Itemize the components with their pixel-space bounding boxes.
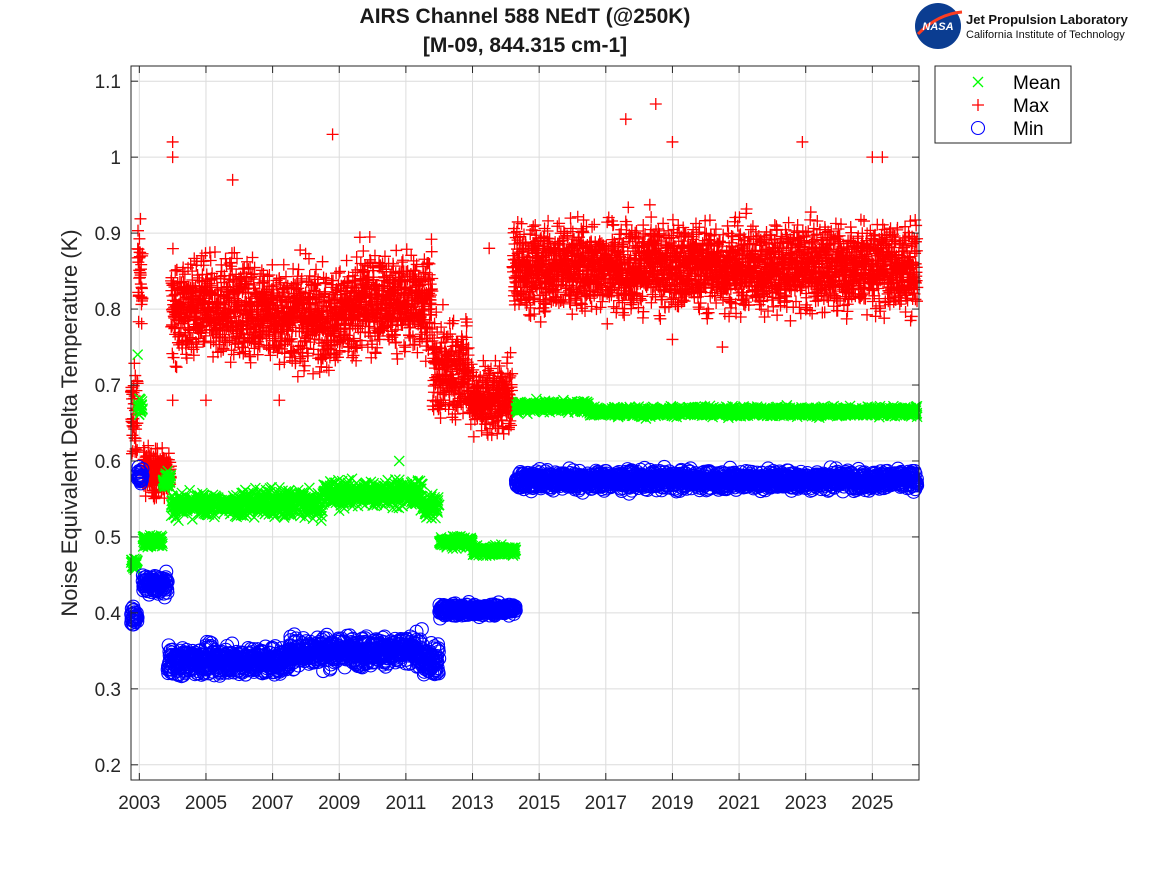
point-max	[310, 263, 323, 276]
point-max	[577, 213, 590, 226]
point-max	[187, 349, 200, 362]
point-max	[425, 233, 438, 246]
point-max	[746, 220, 759, 233]
point-max	[224, 356, 237, 369]
jpl-title: Jet Propulsion Laboratory	[966, 12, 1129, 27]
point-max	[135, 317, 148, 330]
point-max	[459, 313, 472, 326]
point-max	[128, 357, 141, 370]
point-max	[135, 258, 148, 271]
point-max	[801, 301, 814, 314]
point-max	[132, 224, 144, 237]
point-max	[133, 264, 146, 277]
point-max	[758, 310, 771, 323]
point-max	[782, 216, 795, 229]
chart-title: AIRS Channel 588 NEdT (@250K)	[360, 5, 691, 28]
point-max	[142, 439, 155, 452]
point-max	[136, 292, 149, 305]
point-max	[131, 444, 144, 457]
point-max	[446, 317, 459, 330]
point-max	[791, 219, 804, 232]
point-max	[291, 370, 304, 383]
series-max	[125, 97, 924, 505]
point-max	[357, 244, 370, 257]
point-max	[390, 244, 403, 257]
point-max	[228, 246, 241, 259]
point-max	[840, 312, 853, 325]
point-max	[170, 361, 183, 374]
point-max	[316, 255, 329, 268]
grid	[131, 66, 919, 780]
point-max	[396, 254, 409, 267]
point-max	[571, 210, 584, 223]
point-max	[266, 258, 279, 271]
point-max	[131, 377, 144, 390]
point-max	[601, 317, 614, 330]
jpl-subtitle: California Institute of Technology	[966, 29, 1125, 41]
point-max	[588, 218, 601, 231]
point-max	[434, 412, 447, 425]
point-max	[645, 211, 658, 224]
point-max	[784, 314, 797, 327]
point-max	[292, 263, 305, 276]
point-max	[622, 201, 635, 214]
point-max	[818, 306, 831, 319]
point-max	[134, 246, 147, 259]
point-max	[298, 364, 311, 377]
nasa-swoosh-icon	[916, 10, 963, 36]
point-max	[133, 232, 146, 245]
point-max	[130, 423, 143, 436]
point-max	[449, 413, 462, 426]
jpl-logo: NASA Jet Propulsion Laboratory Californi…	[915, 3, 1129, 49]
point-max	[134, 212, 147, 225]
point-max	[467, 430, 480, 443]
point-max	[131, 417, 144, 430]
point-max	[251, 348, 264, 361]
point-max	[388, 328, 401, 341]
point-max	[539, 305, 552, 318]
point-max	[129, 442, 142, 455]
point-max	[523, 308, 536, 321]
nasa-logo-text: NASA	[922, 21, 953, 33]
point-max	[620, 218, 633, 231]
point-max	[132, 315, 145, 328]
point-max	[653, 309, 666, 322]
point-max	[340, 254, 353, 267]
point-max	[322, 364, 335, 377]
point-max	[391, 353, 404, 366]
point-max	[136, 247, 149, 260]
point-max	[643, 198, 656, 211]
point-max	[425, 245, 438, 258]
point-max	[542, 214, 555, 227]
data-points	[124, 97, 925, 684]
point-max	[811, 214, 824, 227]
point-max	[804, 206, 817, 219]
point-max	[169, 360, 182, 373]
point-max	[244, 356, 257, 369]
point-max	[317, 271, 330, 284]
chart-subtitle: [M-09, 844.315 cm-1]	[423, 34, 627, 57]
point-max	[654, 312, 667, 325]
point-max	[162, 447, 175, 460]
point-max	[166, 242, 179, 255]
point-max	[302, 252, 315, 265]
point-max	[564, 212, 577, 225]
point-max	[307, 367, 320, 380]
point-max	[701, 312, 714, 325]
point-max	[302, 276, 315, 289]
